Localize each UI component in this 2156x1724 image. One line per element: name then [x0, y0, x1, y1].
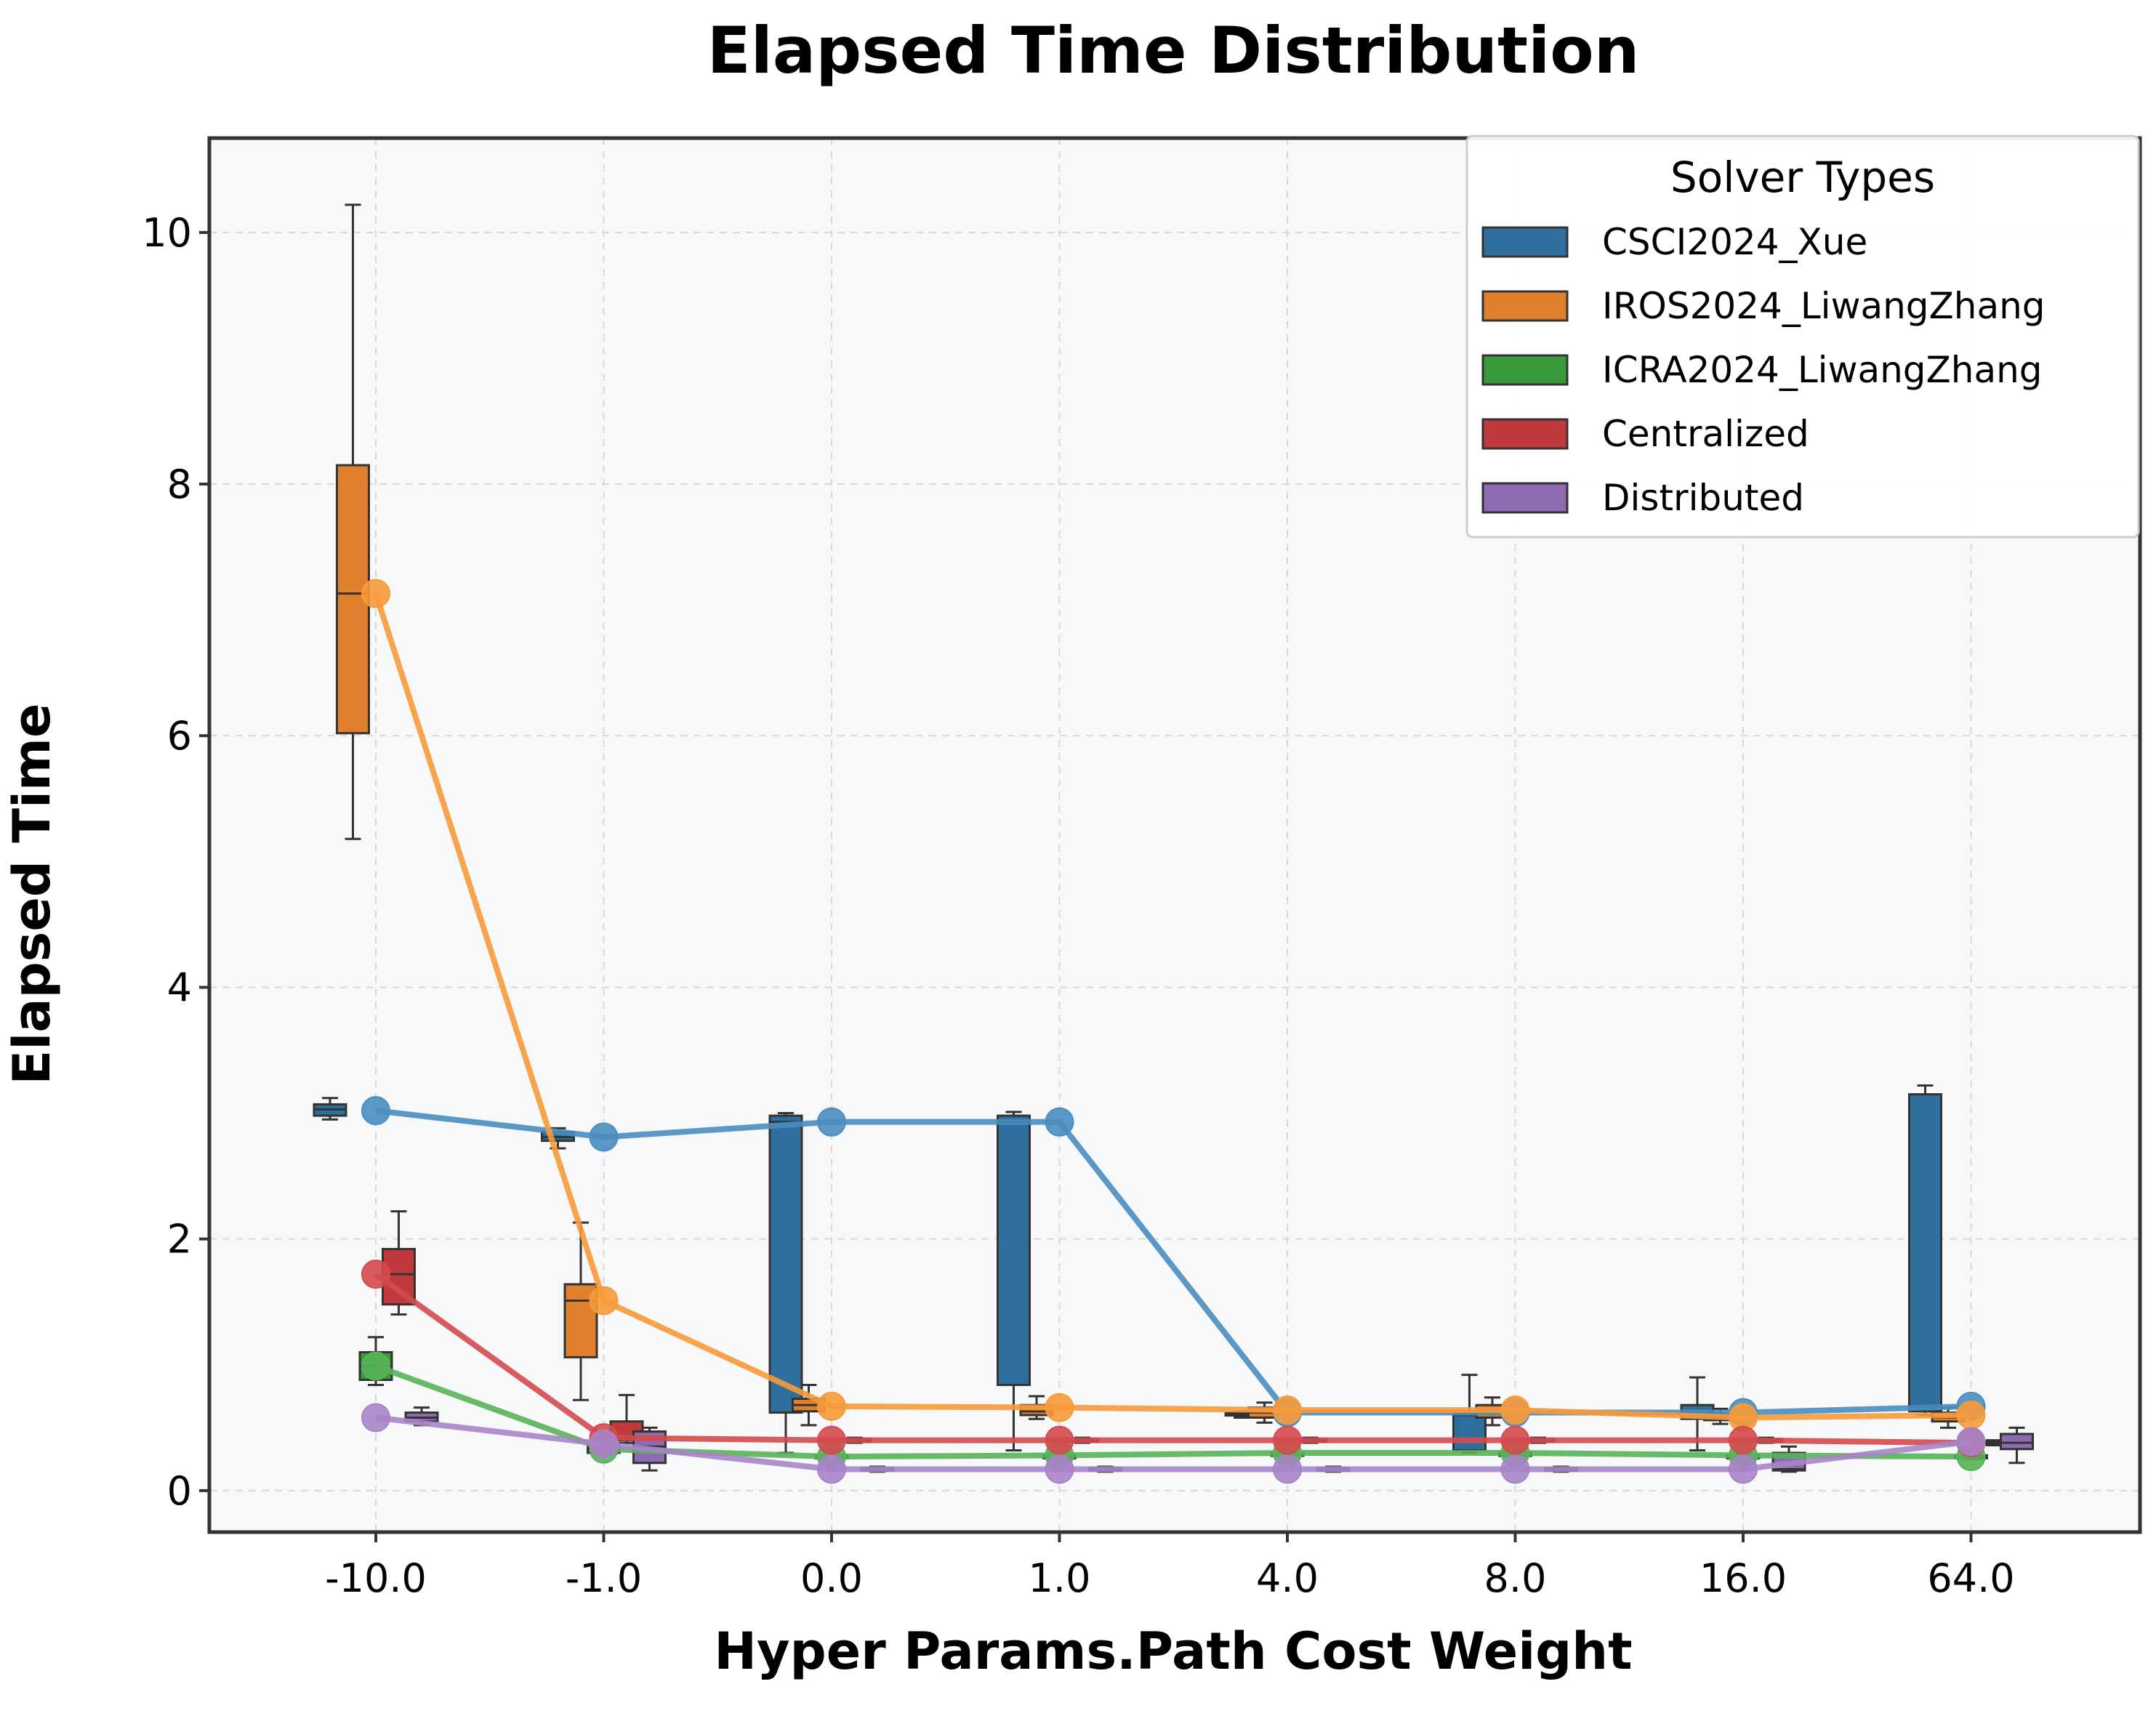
series-point	[1273, 1425, 1302, 1455]
series-point	[817, 1425, 846, 1455]
legend-frame	[1465, 134, 2140, 539]
x-tick-label: -10.0	[325, 1555, 427, 1601]
series-point	[1729, 1454, 1758, 1484]
series-point	[817, 1454, 846, 1484]
legend-entry: ICRA2024_LiwangZhang	[1481, 349, 2043, 391]
y-tick-label: 4	[167, 964, 192, 1010]
series-point	[1045, 1393, 1074, 1422]
chart-title: Elapsed Time Distribution	[707, 13, 1640, 88]
x-tick-label: 8.0	[1484, 1555, 1547, 1601]
box	[1908, 1093, 1942, 1413]
legend-label: CSCI2024_Xue	[1602, 221, 1867, 263]
legend-label: IROS2024_LiwangZhang	[1602, 285, 2046, 327]
series-point	[589, 1286, 619, 1316]
legend-entries: CSCI2024_Xue IROS2024_LiwangZhang ICRA2024…	[1481, 221, 2046, 519]
box	[2000, 1433, 2034, 1451]
y-tick-label: 6	[167, 713, 192, 759]
legend-label: Distributed	[1602, 477, 1804, 519]
series-point	[361, 1260, 390, 1289]
series-point	[1729, 1425, 1758, 1455]
series-line	[375, 1414, 1971, 1473]
x-tick-label: 1.0	[1029, 1555, 1091, 1601]
legend: Solver Types CSCI2024_Xue IROS2024_Liwang…	[1465, 134, 2140, 539]
series-point	[361, 1096, 390, 1126]
series-point	[1500, 1425, 1530, 1455]
series-point	[361, 1403, 390, 1433]
legend-entry: CSCI2024_Xue	[1481, 221, 1867, 263]
series-line	[374, 1271, 1971, 1446]
legend-swatch	[1481, 354, 1569, 386]
y-tick-label: 0	[167, 1468, 192, 1514]
series-point	[1045, 1107, 1074, 1137]
series-point	[589, 1122, 619, 1152]
series-point	[589, 1429, 619, 1459]
y-tick-label: 8	[167, 462, 192, 507]
x-tick-label: 64.0	[1927, 1555, 2014, 1601]
series-point	[1273, 1454, 1302, 1484]
legend-swatch	[1481, 418, 1569, 450]
legend-swatch	[1481, 482, 1569, 514]
series-point	[1500, 1454, 1530, 1484]
line-layer	[361, 579, 1986, 1484]
plot-frame	[207, 136, 2142, 1534]
box	[768, 1114, 803, 1414]
box	[997, 1114, 1031, 1386]
legend-entry: Distributed	[1481, 477, 1804, 519]
y-axis-label: Elapsed Time	[2, 704, 62, 1085]
x-tick-label: -1.0	[566, 1555, 642, 1601]
series-point	[817, 1107, 846, 1137]
series-line	[375, 1108, 1971, 1416]
series-point	[1045, 1454, 1074, 1484]
series-point	[361, 1351, 390, 1381]
series-line-group	[361, 579, 1986, 1433]
x-tick-label: 4.0	[1256, 1555, 1319, 1601]
x-tick-label: 0.0	[800, 1555, 863, 1601]
tick-layer: 0 2 4 6 8 10 -10.0 -1.0 0.0 1.0 4.0 8.0 16.0 64.0	[142, 210, 2014, 1601]
series-point	[1956, 1427, 1986, 1457]
series-line-group	[361, 1403, 1986, 1484]
series-point	[1045, 1425, 1074, 1455]
legend-title: Solver Types	[1670, 153, 1935, 202]
x-tick-label: 16.0	[1700, 1555, 1787, 1601]
legend-entry: Centralized	[1481, 413, 1809, 455]
series-point	[1956, 1401, 1986, 1430]
legend-swatch	[1481, 290, 1569, 322]
series-point	[361, 579, 390, 608]
series-point	[1273, 1395, 1302, 1425]
grid-layer	[209, 138, 2140, 1532]
legend-swatch	[1481, 226, 1569, 258]
y-tick-label: 2	[167, 1217, 192, 1262]
legend-label: ICRA2024_LiwangZhang	[1602, 349, 2043, 391]
series-line	[373, 592, 1971, 1421]
x-axis-label: Hyper Params.Path Cost Weight	[714, 1622, 1632, 1681]
series-point	[1500, 1395, 1530, 1425]
y-tick-label: 10	[142, 210, 192, 256]
legend-label: Centralized	[1602, 413, 1809, 455]
legend-entry: IROS2024_LiwangZhang	[1481, 285, 2046, 327]
series-point	[817, 1391, 846, 1421]
